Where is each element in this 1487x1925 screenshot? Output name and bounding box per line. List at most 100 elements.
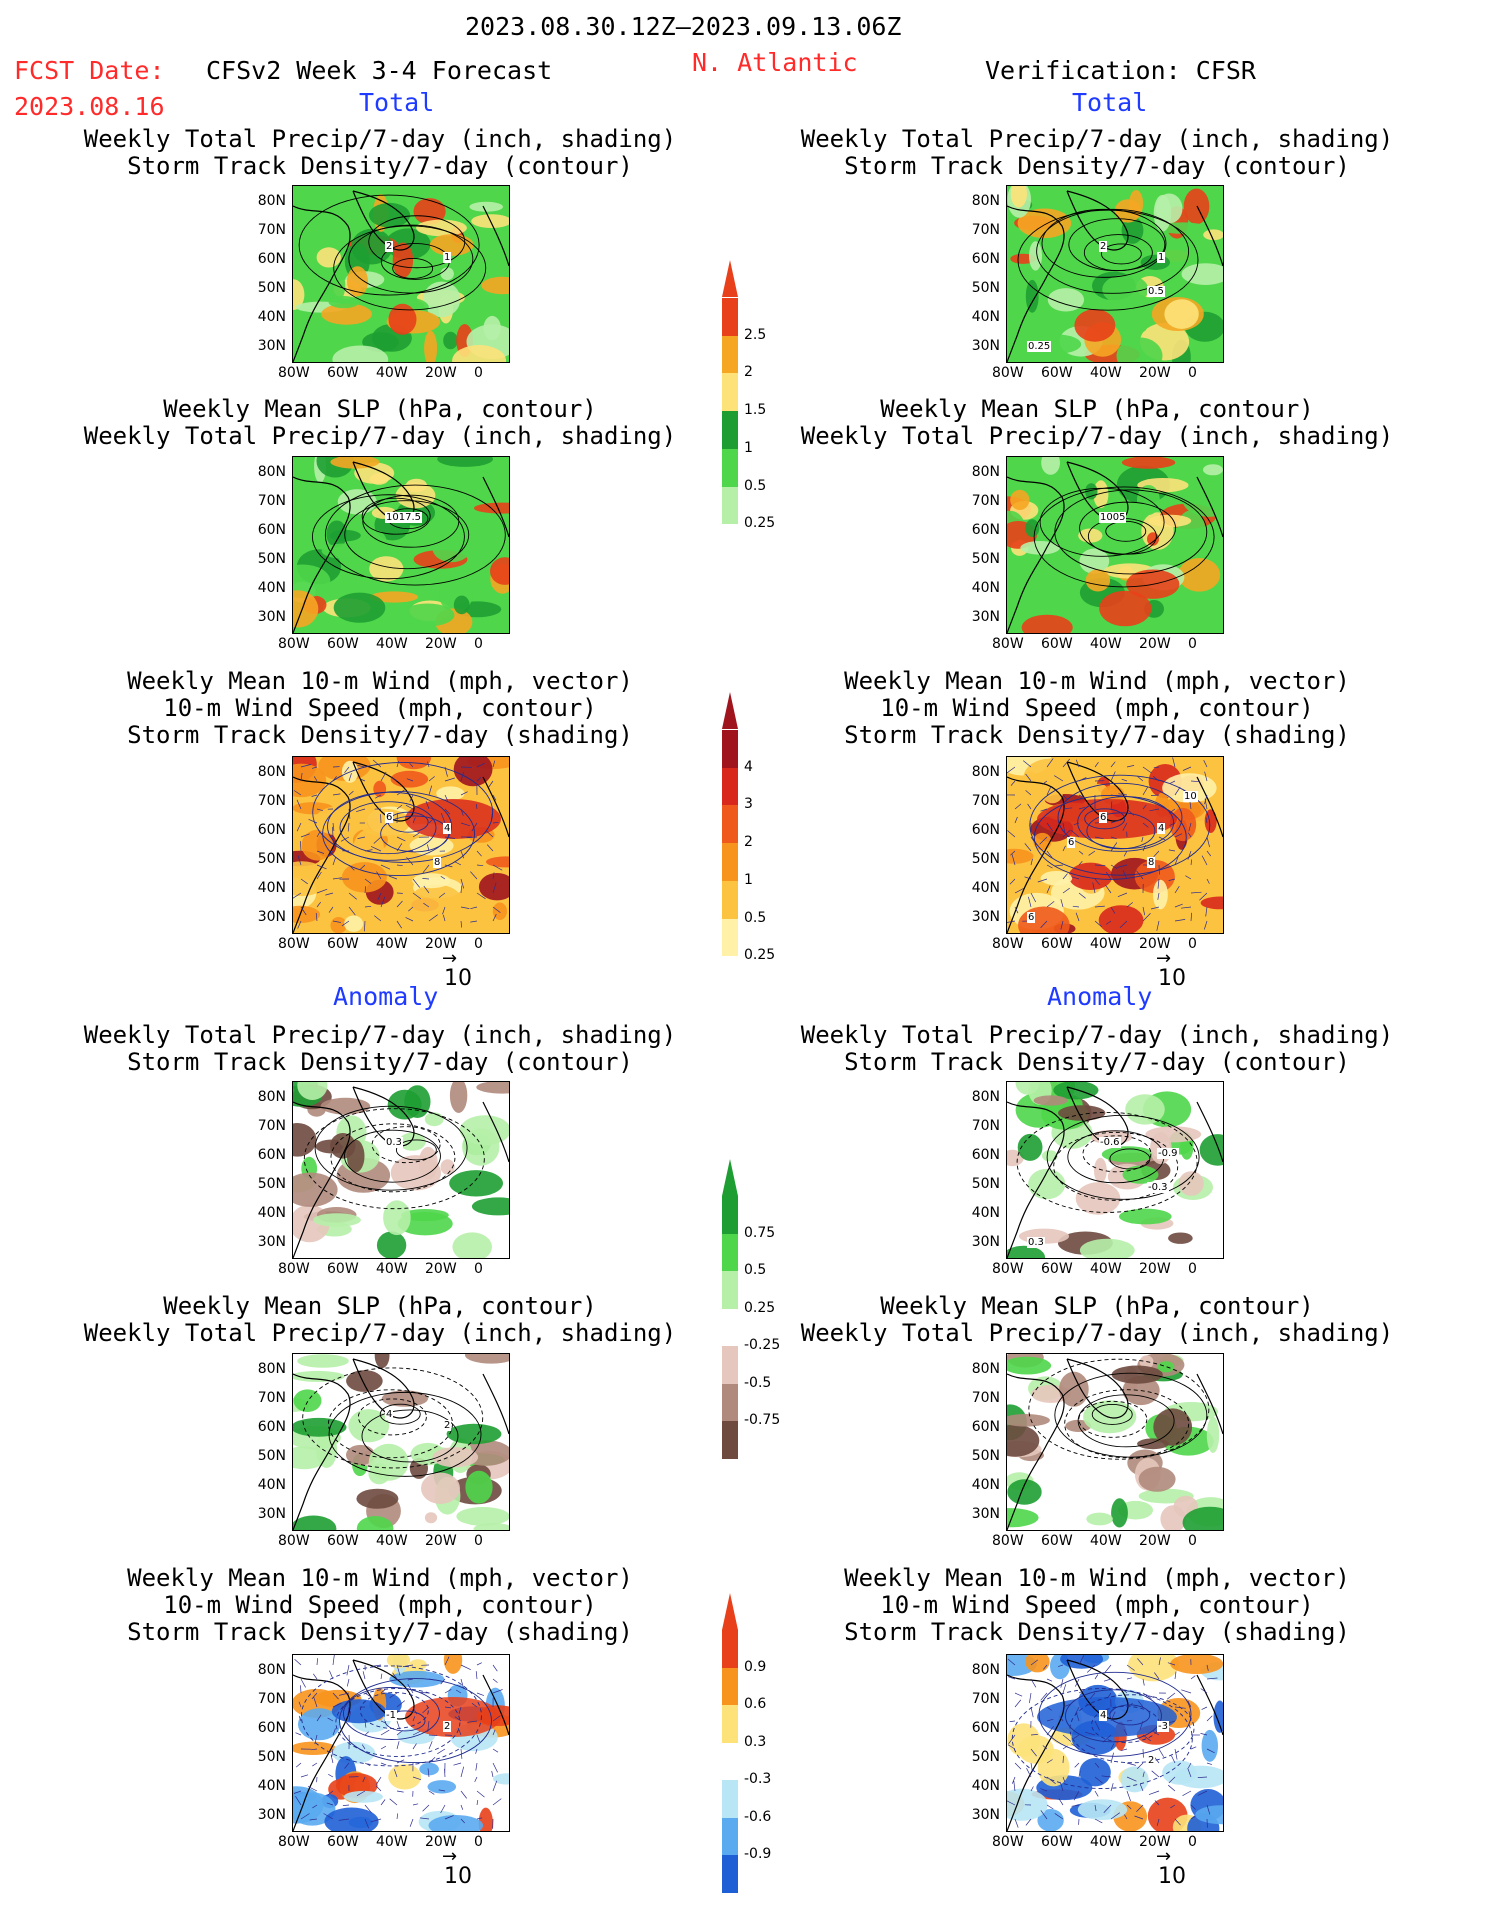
wind-vector (1110, 1812, 1121, 1820)
shading-patch (293, 279, 305, 310)
map-field (293, 1354, 509, 1530)
lon-tick-label: 40W (376, 936, 408, 952)
shading-patch (293, 905, 321, 923)
wind-vector (380, 1673, 383, 1680)
shading-patch (1121, 457, 1176, 469)
wind-vector (300, 833, 310, 838)
wind-vector (348, 808, 351, 819)
shading-patch (419, 1762, 439, 1776)
wind-vector (1105, 920, 1112, 925)
wind-vector (428, 1756, 436, 1764)
wind-vector (380, 1799, 386, 1806)
wind-vector (1094, 1674, 1099, 1680)
lon-tick-label: 80W (278, 1834, 310, 1850)
wind-vector (1197, 1776, 1208, 1778)
wind-vector (348, 1734, 350, 1744)
shading-patch (1094, 1157, 1107, 1184)
wind-vector (476, 1817, 483, 1820)
panel-title-line: Weekly Total Precip/7-day (inch, shading… (800, 1021, 1394, 1049)
lon-tick-label: 40W (1090, 1261, 1122, 1277)
vector-ref-arrow: → (1156, 948, 1172, 969)
vector-ref-label: 10 (1158, 966, 1186, 991)
wind-vector (1170, 780, 1176, 784)
panel-title-line: Weekly Total Precip/7-day (inch, shading… (83, 422, 677, 450)
lat-tick-label: 30N (971, 1234, 1000, 1250)
wind-vector (492, 1729, 496, 1736)
wind-vector (405, 804, 414, 810)
lon-tick-label: 60W (1041, 636, 1073, 652)
shading-patch (364, 530, 388, 560)
wind-vector (454, 861, 462, 866)
wind-vector (1010, 780, 1016, 786)
lat-tick-label: 60N (257, 251, 286, 267)
wind-vector (1007, 830, 1016, 838)
wind-vector (1078, 1770, 1081, 1778)
wind-vector (1174, 1671, 1177, 1680)
wind-vector (1174, 1748, 1178, 1760)
contour-line (1082, 1135, 1152, 1173)
wind-vector (1030, 1786, 1034, 1792)
wind-vector (488, 780, 494, 788)
shading-patch (1010, 186, 1027, 208)
wind-vector (1089, 1692, 1096, 1699)
contour-line (328, 1391, 482, 1477)
wind-vector (1185, 875, 1192, 880)
wind-vector (326, 1802, 334, 1806)
track-anom-colorbar-label: -0.3 (744, 1771, 772, 1787)
shading-patch (1156, 222, 1209, 234)
wind-vector (1085, 1703, 1096, 1708)
wind-vector (1206, 1664, 1209, 1671)
wind-vector (328, 1773, 334, 1778)
wind-vector (1085, 1731, 1096, 1736)
lat-tick-label: 40N (971, 1205, 1000, 1221)
wind-vector (1181, 1689, 1192, 1694)
shading-patch (1181, 263, 1223, 285)
track-anom-colorbar-swatch (722, 1667, 738, 1705)
wind-vector (406, 857, 414, 866)
contour-line (1054, 1372, 1208, 1458)
panel-title-line: 10-m Wind Speed (mph, contour) (163, 694, 597, 722)
shading-patch (293, 564, 331, 599)
wind-vector (396, 1790, 404, 1793)
wind-vector (327, 1790, 334, 1796)
track-anom-colorbar-swatch (722, 1780, 738, 1818)
precip-anom-colorbar-label: 0.5 (744, 1262, 767, 1278)
wind-vector (1060, 920, 1064, 930)
wind-vector (1046, 786, 1052, 796)
wind-vector (1074, 1706, 1080, 1715)
lon-tick-label: 60W (327, 636, 359, 652)
wind-vector (1174, 1706, 1186, 1709)
shading-patch (1086, 1512, 1113, 1526)
wind-vector (364, 1804, 372, 1814)
wind-vector (380, 896, 386, 908)
wind-vector (1137, 1700, 1144, 1708)
wind-vector (1030, 1659, 1039, 1666)
contour-line (303, 1108, 485, 1210)
shading-patch (459, 1115, 509, 1146)
lat-tick-label: 80N (971, 1361, 1000, 1377)
wind-vector (342, 1804, 350, 1806)
wind-vector (1071, 1804, 1080, 1807)
wind-vector (1122, 870, 1128, 880)
wind-vector (1188, 1711, 1192, 1722)
contour-line (311, 494, 465, 580)
wind-vector (423, 885, 430, 894)
wind-vector (1142, 766, 1152, 774)
precip-anom-colorbar-label: 0.25 (744, 1299, 776, 1316)
lat-tick-label: 60N (971, 1147, 1000, 1163)
wind-vector (348, 906, 356, 916)
wind-vector (313, 776, 318, 782)
shading-patch (389, 1670, 445, 1688)
wind-vector (1014, 803, 1022, 810)
wind-vector (357, 836, 366, 839)
lon-tick-label: 40W (376, 1533, 408, 1549)
lon-tick-label: 40W (1090, 936, 1122, 952)
wind-vector (1040, 1788, 1048, 1792)
shading-patch (344, 915, 364, 932)
contour-label: 0.5 (1147, 286, 1165, 297)
lon-tick-label: 80W (278, 1533, 310, 1549)
wind-vector (422, 1804, 430, 1812)
precip-anom-colorbar-top (722, 1158, 738, 1196)
coastline (1007, 1086, 1223, 1258)
contour-line (1038, 1671, 1192, 1757)
